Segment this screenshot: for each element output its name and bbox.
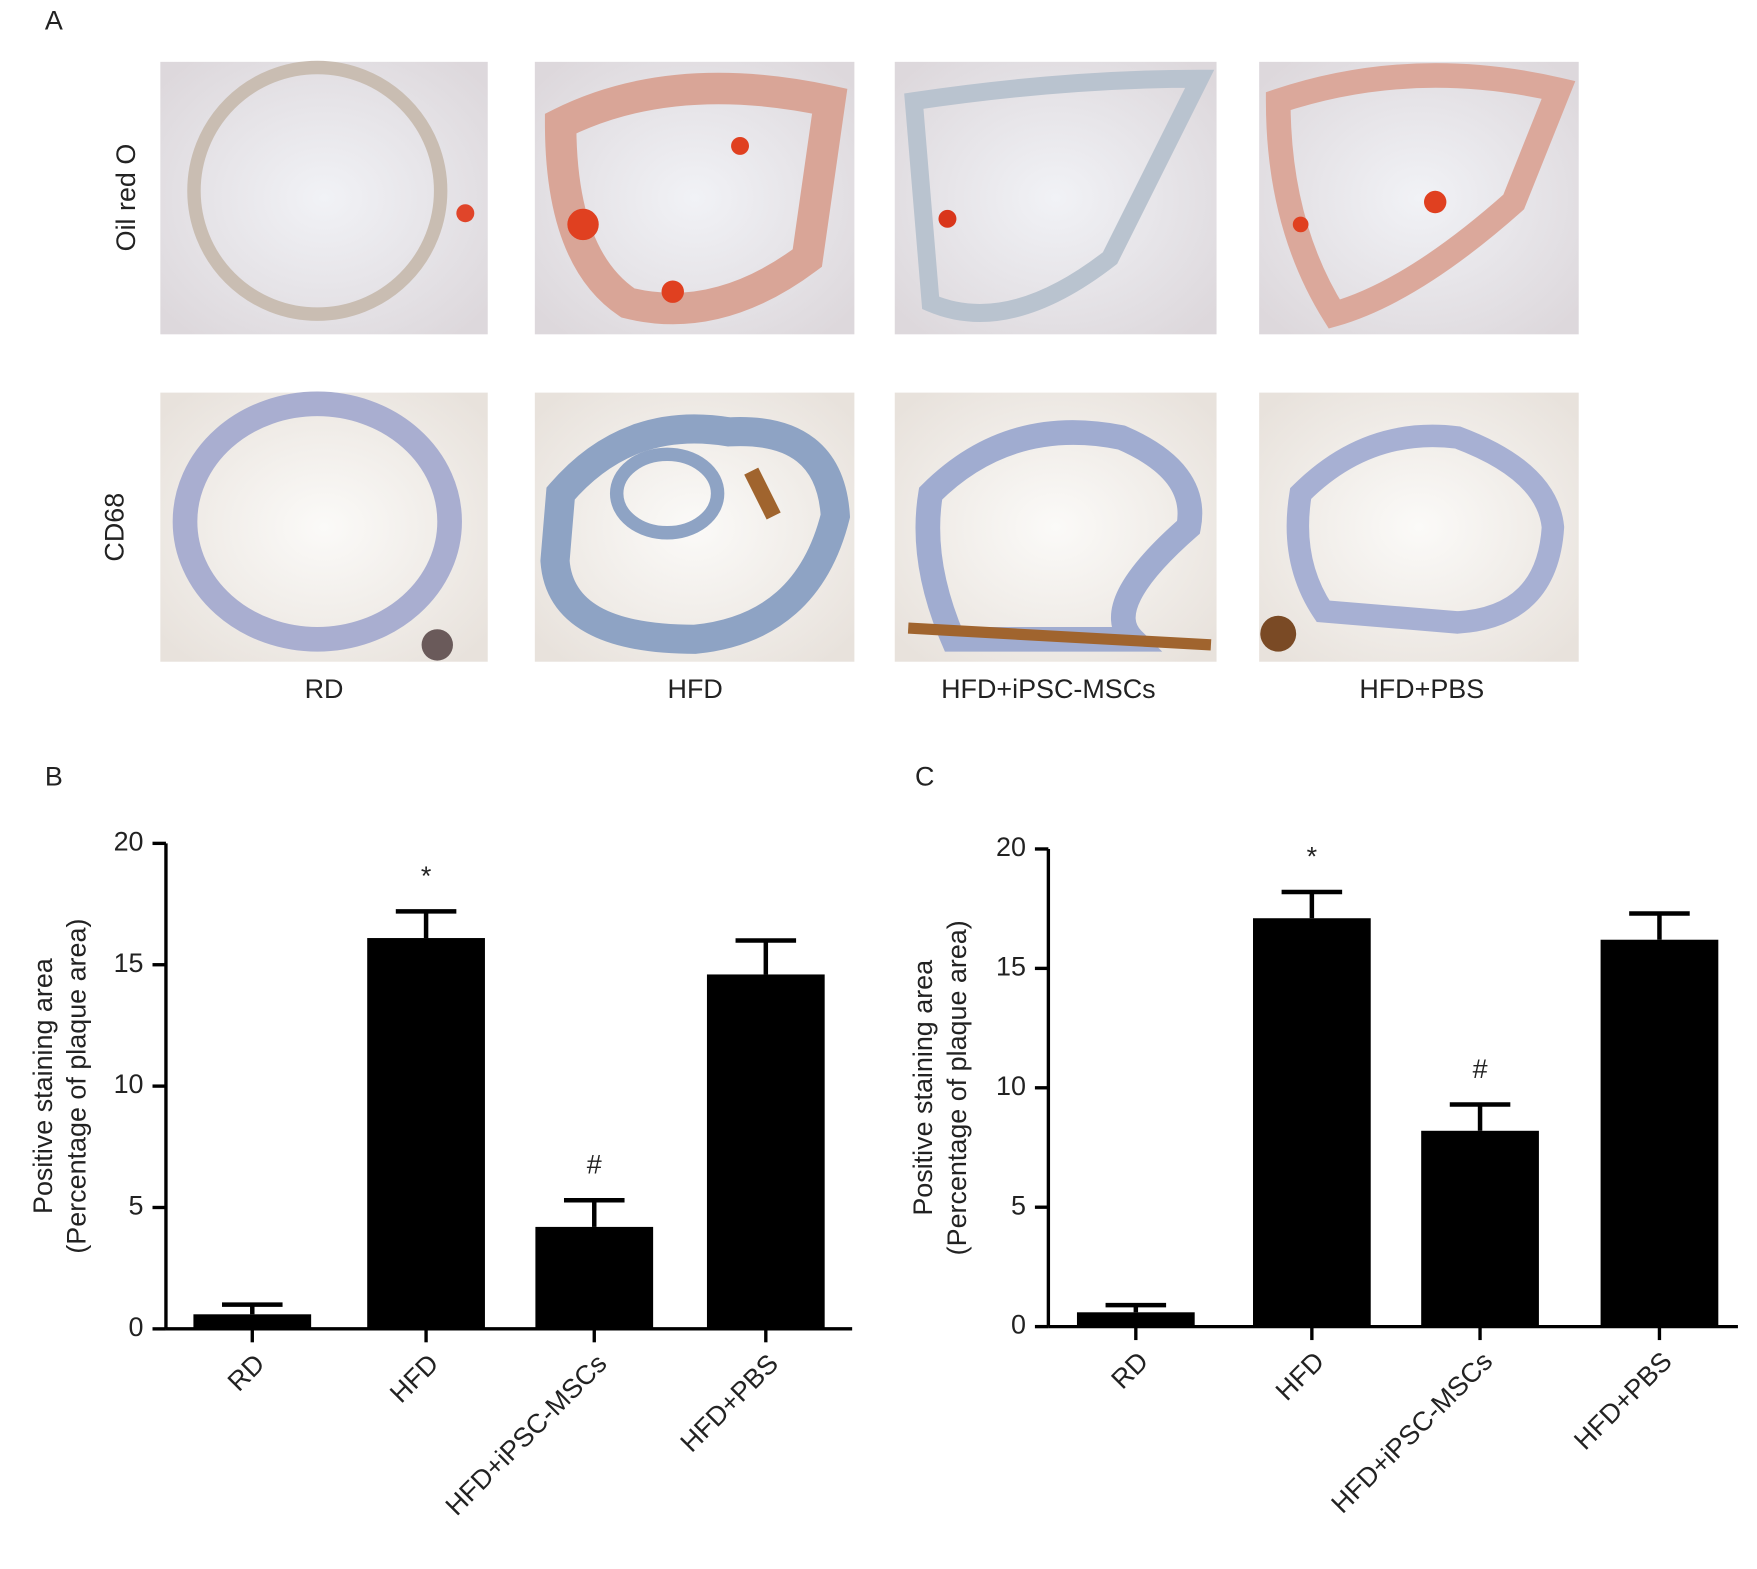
y-tick-label: 20 xyxy=(996,832,1026,862)
y-tick-label: 10 xyxy=(996,1071,1026,1101)
x-tick-label: HFD xyxy=(384,1348,444,1408)
micrograph xyxy=(534,61,855,335)
y-axis-label: (Percentage of plaque area) xyxy=(942,920,972,1255)
bar xyxy=(706,974,825,1329)
column-label: HFD+PBS xyxy=(1359,674,1484,704)
x-tick-label: HFD+iPSC-MSCs xyxy=(440,1348,613,1521)
bar xyxy=(1076,1312,1195,1327)
micrograph xyxy=(894,61,1217,335)
y-axis-label: (Percentage of plaque area) xyxy=(62,919,92,1254)
annotation: # xyxy=(587,1150,602,1180)
panel-label: C xyxy=(915,761,934,791)
y-tick-label: 5 xyxy=(1011,1190,1026,1220)
y-axis-label: Positive staining area xyxy=(28,958,58,1214)
x-tick-label: HFD+PBS xyxy=(675,1348,785,1458)
y-axis-label: Positive staining area xyxy=(908,960,938,1216)
x-tick-label: RD xyxy=(222,1348,271,1397)
micrograph xyxy=(894,392,1217,662)
panel-label: B xyxy=(45,761,63,791)
annotation: # xyxy=(1473,1054,1488,1084)
x-tick-label: HFD+iPSC-MSCs xyxy=(1325,1346,1498,1519)
row-label: CD68 xyxy=(100,493,130,562)
micrograph xyxy=(534,392,855,662)
x-tick-label: RD xyxy=(1105,1346,1154,1395)
column-label: HFD+iPSC-MSCs xyxy=(941,674,1156,704)
row-label: Oil red O xyxy=(111,144,141,252)
panel-label: A xyxy=(45,6,63,36)
x-tick-label: HFD+PBS xyxy=(1568,1346,1678,1456)
micrograph xyxy=(160,60,488,335)
x-tick-label: HFD xyxy=(1270,1346,1330,1406)
bar xyxy=(367,938,485,1329)
micrograph xyxy=(160,391,488,662)
column-label: HFD xyxy=(668,674,723,704)
annotation: * xyxy=(421,861,432,891)
bar xyxy=(193,1314,312,1329)
y-tick-label: 5 xyxy=(129,1191,144,1221)
micrograph xyxy=(1259,61,1579,335)
y-tick-label: 10 xyxy=(114,1069,144,1099)
y-tick-label: 20 xyxy=(114,826,144,856)
bar xyxy=(1600,939,1719,1327)
y-tick-label: 0 xyxy=(129,1312,144,1342)
bar xyxy=(535,1226,654,1329)
y-tick-label: 0 xyxy=(1011,1310,1026,1340)
micrograph xyxy=(1259,392,1579,662)
column-label: RD xyxy=(305,674,344,704)
bar xyxy=(1421,1130,1539,1327)
micrographs xyxy=(160,60,1579,662)
y-tick-label: 15 xyxy=(996,951,1026,981)
y-tick-label: 15 xyxy=(114,948,144,978)
bar xyxy=(1252,918,1371,1327)
annotation: * xyxy=(1307,841,1318,871)
